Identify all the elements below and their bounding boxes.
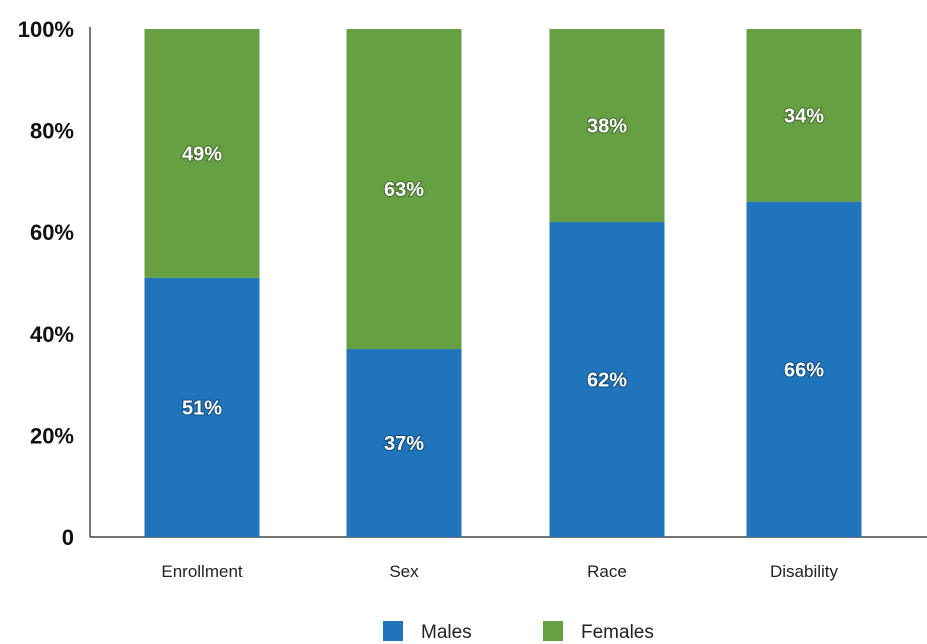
x-tick-label: Race (587, 562, 627, 581)
legend-swatch-males (383, 621, 403, 641)
data-label: 63% (384, 179, 424, 201)
x-tick-label: Disability (770, 562, 839, 581)
data-label: 66% (784, 359, 824, 381)
data-label: 34% (784, 105, 824, 127)
y-tick-label: 60% (30, 220, 74, 245)
x-tick-label: Sex (389, 562, 419, 581)
y-tick-label: 100% (18, 17, 74, 42)
bar-males-enrollment (144, 277, 260, 537)
bar-females-sex (346, 29, 462, 350)
y-tick-label: 80% (30, 119, 74, 144)
data-label: 51% (182, 397, 222, 419)
data-label: 49% (182, 143, 222, 165)
y-tick-label: 20% (30, 423, 74, 448)
x-tick-label: Enrollment (161, 562, 243, 581)
bar-females-disability (746, 29, 862, 202)
legend-label: Males (421, 622, 472, 643)
data-label: 37% (384, 433, 424, 455)
legend-swatch-females (543, 621, 563, 641)
bar-males-race (549, 222, 665, 538)
data-label: 62% (587, 370, 627, 392)
y-tick-label: 0 (62, 525, 74, 550)
y-tick-label: 40% (30, 322, 74, 347)
legend-label: Females (581, 622, 654, 643)
data-label: 38% (587, 116, 627, 138)
bar-males-sex (346, 349, 462, 537)
bar-females-enrollment (144, 29, 260, 278)
bar-females-race (549, 29, 665, 223)
bar-males-disability (746, 201, 862, 537)
